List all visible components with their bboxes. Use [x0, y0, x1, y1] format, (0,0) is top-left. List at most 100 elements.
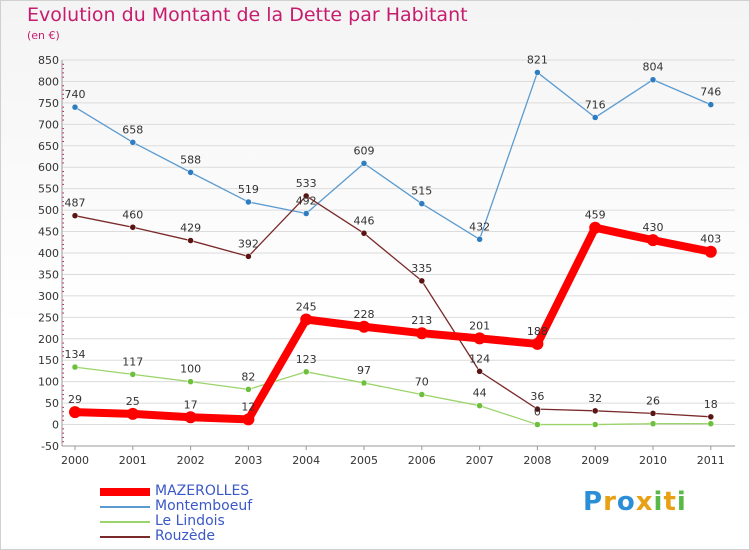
- series-line: [74, 366, 711, 426]
- y-tick-label: 350: [38, 268, 59, 281]
- data-point: [589, 221, 602, 234]
- data-label: 97: [357, 364, 371, 377]
- data-point: [647, 234, 659, 247]
- data-point: [245, 253, 252, 260]
- logo-letter: t: [663, 487, 677, 517]
- data-label: 201: [469, 319, 490, 332]
- data-point: [187, 237, 194, 244]
- data-label: 804: [643, 61, 664, 74]
- data-point: [187, 378, 194, 385]
- y-tick-label: 650: [38, 140, 59, 153]
- data-point: [418, 277, 426, 285]
- data-label: 740: [65, 88, 86, 101]
- x-tick-label: 2004: [292, 454, 320, 467]
- y-tick-label: 600: [38, 161, 59, 174]
- data-label: 515: [411, 185, 432, 198]
- data-label: 117: [122, 355, 143, 368]
- data-label: 245: [296, 300, 317, 313]
- data-label: 70: [415, 376, 429, 389]
- series-lelindois: [71, 363, 715, 428]
- data-point: [707, 101, 715, 108]
- data-label: 716: [585, 98, 606, 111]
- data-label: 403: [700, 233, 721, 246]
- data-point: [591, 421, 599, 428]
- data-point: [704, 245, 717, 258]
- series-mazerolles: [69, 221, 717, 426]
- logo-letter: r: [603, 487, 617, 517]
- data-point: [360, 160, 368, 167]
- data-point: [473, 332, 486, 345]
- y-tick-label: 750: [38, 97, 59, 110]
- y-tick-label: 500: [38, 204, 59, 217]
- data-label: 32: [588, 392, 602, 405]
- data-label: 446: [354, 214, 375, 227]
- logo-letter: P: [583, 487, 604, 517]
- legend-swatch: [100, 536, 150, 538]
- legend-swatch: [100, 506, 150, 508]
- data-point: [242, 413, 255, 426]
- y-tick-label: 100: [38, 376, 59, 389]
- logo-letter: i: [653, 487, 664, 517]
- data-point: [245, 386, 252, 393]
- y-tick-label: 450: [38, 226, 59, 239]
- data-label: 228: [354, 308, 375, 321]
- data-label: 487: [65, 197, 86, 210]
- data-point: [649, 410, 657, 417]
- data-point: [129, 371, 137, 378]
- data-point: [531, 337, 544, 350]
- data-label: 36: [530, 390, 544, 403]
- legend-swatch: [100, 521, 150, 523]
- data-label: 17: [184, 398, 198, 411]
- data-point: [187, 169, 194, 176]
- x-tick-label: 2005: [350, 454, 378, 467]
- data-point: [302, 192, 310, 200]
- series-line: [74, 71, 712, 240]
- data-point: [69, 406, 81, 419]
- logo-letter: x: [635, 487, 654, 517]
- data-label: 26: [646, 394, 660, 407]
- data-point: [707, 413, 715, 421]
- data-label: 533: [296, 177, 317, 190]
- data-label: 609: [354, 144, 375, 157]
- data-label: 29: [68, 393, 82, 406]
- grid-lines: [62, 59, 735, 447]
- y-tick-label: 0: [52, 419, 59, 432]
- chart-unit: (en €): [27, 29, 60, 42]
- data-point: [358, 320, 370, 333]
- legend-label: MAZEROLLES: [155, 483, 250, 499]
- data-label: 134: [65, 348, 86, 361]
- data-label: 492: [296, 195, 317, 208]
- data-label: 432: [469, 220, 490, 233]
- data-point: [649, 76, 657, 83]
- series-rouzde: [71, 192, 715, 421]
- legend-label: Rouzède: [155, 528, 215, 544]
- legend-swatch: [100, 488, 150, 496]
- data-point: [418, 391, 426, 398]
- data-label: 100: [180, 363, 201, 376]
- data-label: 746: [700, 86, 721, 99]
- data-label: 44: [473, 387, 487, 400]
- x-tick-label: 2000: [61, 454, 89, 467]
- y-tick-label: 300: [38, 290, 59, 303]
- data-point: [71, 212, 79, 219]
- data-point: [126, 407, 139, 420]
- data-point: [534, 405, 541, 413]
- data-point: [707, 420, 715, 427]
- data-label: 124: [469, 352, 490, 365]
- data-point: [245, 198, 252, 206]
- x-tick-label: 2010: [639, 454, 667, 467]
- data-label: 588: [180, 153, 201, 166]
- series-montemboeuf: [71, 69, 715, 243]
- data-point: [360, 379, 368, 387]
- data-point: [534, 421, 541, 428]
- data-label: 213: [411, 314, 432, 327]
- legend-label: Le Lindois: [155, 513, 225, 529]
- data-point: [71, 363, 79, 371]
- data-label: 392: [238, 237, 259, 250]
- data-label: 459: [585, 209, 606, 222]
- data-point: [129, 224, 137, 231]
- x-tick-label: 2002: [177, 454, 205, 467]
- data-label: 658: [122, 123, 143, 136]
- y-tick-label: 250: [38, 311, 59, 324]
